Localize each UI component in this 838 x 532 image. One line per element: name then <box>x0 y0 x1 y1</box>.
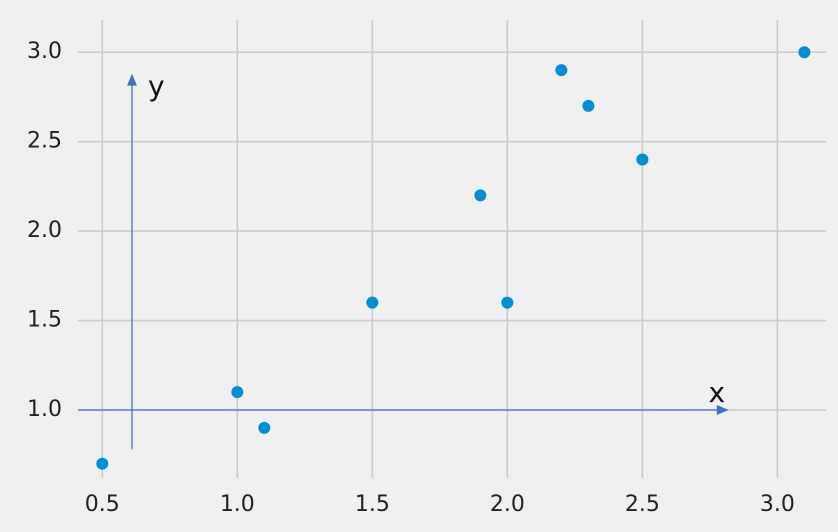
scatter-point <box>96 457 109 470</box>
y-arrow-label: y <box>148 70 165 103</box>
grid-lines <box>78 20 826 478</box>
scatter-point <box>582 99 595 112</box>
scatter-point <box>258 421 271 434</box>
y-arrow-head <box>127 73 138 86</box>
scatter-point <box>798 46 811 59</box>
scatter-point <box>474 189 487 202</box>
x-arrow-label: x <box>708 376 725 409</box>
x-tick-label: 2.5 <box>625 492 660 517</box>
y-tick-label: 2.5 <box>27 129 62 154</box>
tick-labels: 0.5 1.0 1.5 2.0 2.5 3.0 1.0 1.5 2.0 2.5 3.0 <box>27 39 795 517</box>
x-arrow-head <box>716 405 729 416</box>
data-points <box>96 46 811 470</box>
y-tick-label: 3.0 <box>27 39 62 64</box>
scatter-point <box>501 296 514 309</box>
x-tick-label: 1.5 <box>355 492 390 517</box>
axis-arrows: xy <box>78 70 729 450</box>
x-tick-label: 2.0 <box>490 492 525 517</box>
y-tick-label: 2.0 <box>27 218 62 243</box>
x-tick-label: 0.5 <box>85 492 120 517</box>
y-tick-label: 1.5 <box>27 308 62 333</box>
scatter-point <box>636 153 649 166</box>
x-tick-label: 1.0 <box>220 492 255 517</box>
x-tick-label: 3.0 <box>760 492 795 517</box>
scatter-point <box>555 64 568 77</box>
y-tick-label: 1.0 <box>27 397 62 422</box>
scatter-point <box>366 296 379 309</box>
scatter-point <box>231 386 244 399</box>
